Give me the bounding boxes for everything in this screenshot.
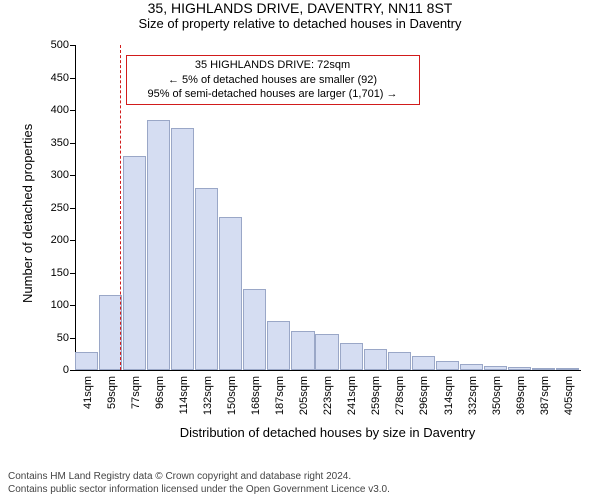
histogram-bar [267, 321, 290, 370]
footer-line-1: Contains HM Land Registry data © Crown c… [8, 471, 592, 484]
histogram-bar [532, 368, 555, 370]
annotation-line: ← 5% of detached houses are smaller (92) [133, 73, 413, 88]
y-tick-mark [70, 110, 75, 111]
x-tick: 259sqm [368, 376, 382, 415]
page-title: 35, HIGHLANDS DRIVE, DAVENTRY, NN11 8ST [0, 0, 600, 16]
footer-attribution: Contains HM Land Registry data © Crown c… [8, 471, 592, 496]
y-tick-mark [70, 208, 75, 209]
histogram-bar [412, 356, 435, 370]
x-tick: 405sqm [561, 376, 575, 415]
footer-line-2: Contains public sector information licen… [8, 484, 592, 497]
x-tick: 205sqm [296, 376, 310, 415]
x-tick: 223sqm [320, 376, 334, 415]
x-tick: 114sqm [176, 376, 190, 414]
histogram-bar [99, 295, 122, 370]
x-tick: 187sqm [272, 376, 286, 415]
reference-line [120, 45, 121, 370]
y-tick-mark [70, 370, 75, 371]
chart-container: 35, HIGHLANDS DRIVE, DAVENTRY, NN11 8ST … [0, 0, 600, 500]
histogram-bar [75, 352, 98, 370]
x-tick: 96sqm [152, 376, 166, 409]
x-tick: 41sqm [80, 376, 94, 409]
x-tick: 314sqm [441, 376, 455, 415]
annotation-line: 35 HIGHLANDS DRIVE: 72sqm [133, 58, 413, 73]
histogram-bar [460, 364, 483, 370]
y-tick-mark [70, 305, 75, 306]
histogram-bar [147, 120, 170, 370]
x-tick: 168sqm [248, 376, 262, 415]
y-tick-mark [70, 45, 75, 46]
annotation-line: 95% of semi-detached houses are larger (… [133, 87, 413, 102]
y-tick-mark [70, 240, 75, 241]
histogram-bar [291, 331, 314, 370]
histogram-bar [123, 156, 146, 371]
y-tick-mark [70, 143, 75, 144]
x-tick: 59sqm [104, 376, 118, 409]
x-tick: 132sqm [200, 376, 214, 415]
histogram-bar [315, 334, 338, 370]
y-tick-mark [70, 175, 75, 176]
x-tick: 77sqm [128, 376, 142, 409]
x-tick: 369sqm [513, 376, 527, 415]
y-tick-mark [70, 273, 75, 274]
x-tick: 332sqm [465, 376, 479, 415]
page-subtitle: Size of property relative to detached ho… [0, 16, 600, 31]
histogram-bar [364, 349, 387, 370]
x-axis-label: Distribution of detached houses by size … [75, 425, 580, 440]
histogram-bar [484, 366, 507, 370]
histogram-bar [556, 368, 579, 370]
x-tick: 278sqm [392, 376, 406, 415]
histogram-bar [436, 361, 459, 370]
y-tick-mark [70, 78, 75, 79]
annotation-box: 35 HIGHLANDS DRIVE: 72sqm← 5% of detache… [126, 55, 420, 106]
histogram-bar [508, 367, 531, 370]
y-axis-label: Number of detached properties [20, 123, 35, 302]
x-tick: 296sqm [416, 376, 430, 415]
x-tick: 350sqm [489, 376, 503, 415]
x-tick: 387sqm [537, 376, 551, 415]
histogram-bar [388, 352, 411, 370]
y-tick-mark [70, 338, 75, 339]
histogram-bar [171, 128, 194, 370]
x-tick: 241sqm [344, 376, 358, 415]
histogram-bar [340, 343, 363, 370]
histogram-bar [243, 289, 266, 370]
histogram-bar [195, 188, 218, 370]
histogram-bar [219, 217, 242, 370]
x-tick: 150sqm [224, 376, 238, 415]
histogram-plot: Number of detached properties Distributi… [75, 45, 580, 370]
